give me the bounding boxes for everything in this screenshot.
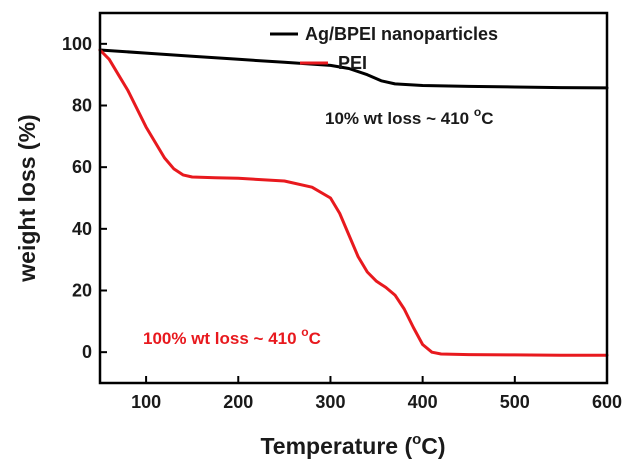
x-tick-label: 100: [131, 392, 161, 412]
x-tick-label: 300: [315, 392, 345, 412]
x-axis-title: Temperature (oC): [260, 431, 445, 459]
y-tick-label: 100: [62, 34, 92, 54]
annotation-ag-bpei: 10% wt loss ~ 410 oC: [325, 105, 493, 128]
legend-label-ag-bpei: Ag/BPEI nanoparticles: [305, 24, 498, 44]
y-tick-label: 0: [82, 342, 92, 362]
annotation-pei-tail: C: [309, 329, 321, 348]
legend: Ag/BPEI nanoparticles PEI: [270, 24, 498, 73]
y-tick-label: 60: [72, 157, 92, 177]
x-axis-title-sup: o: [412, 431, 421, 448]
series-line-pei: [98, 48, 609, 357]
x-axis-title-tail: C): [421, 433, 445, 459]
annotation-ag-bpei-tail: C: [481, 109, 493, 128]
annotation-pei-text: 100% wt loss ~ 410: [143, 329, 301, 348]
x-axis-title-text: Temperature (: [260, 433, 412, 459]
annotation-ag-bpei-sup: o: [474, 105, 481, 119]
series-layer: [98, 48, 609, 357]
legend-label-pei: PEI: [338, 53, 367, 73]
x-tick-label: 600: [592, 392, 622, 412]
annotation-pei-sup: o: [301, 325, 308, 339]
x-tick-label: 500: [500, 392, 530, 412]
annotation-pei: 100% wt loss ~ 410 oC: [143, 325, 321, 348]
y-tick-label: 20: [72, 281, 92, 301]
x-tick-label: 400: [408, 392, 438, 412]
ticks-layer: 100 200 300 400 500 600 0 20 40 60 80 100: [62, 34, 622, 412]
series-line-ag-bpei: [98, 48, 609, 90]
y-axis-title: weight loss (%): [14, 114, 40, 282]
annotation-ag-bpei-text: 10% wt loss ~ 410: [325, 109, 474, 128]
x-tick-label: 200: [223, 392, 253, 412]
y-tick-label: 80: [72, 96, 92, 116]
plot-frame: [98, 11, 609, 385]
y-tick-label: 40: [72, 219, 92, 239]
